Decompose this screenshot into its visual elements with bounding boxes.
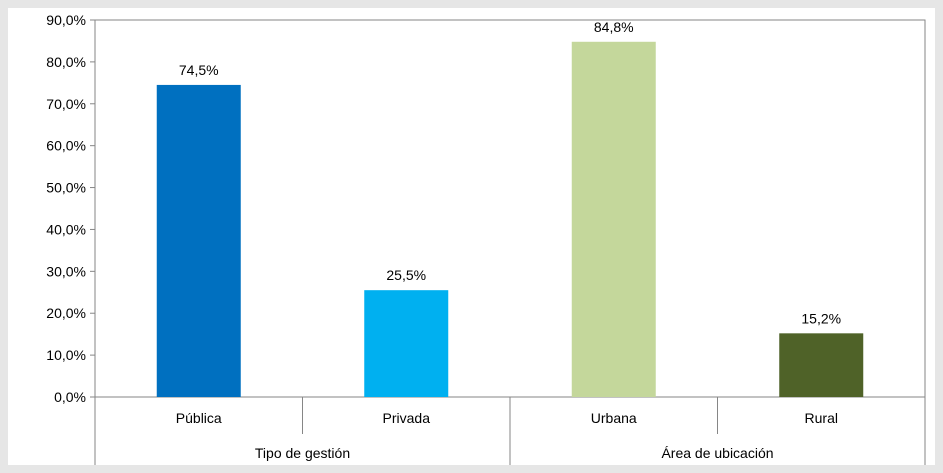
y-tick-label: 90,0% — [46, 12, 86, 28]
y-tick-label: 0,0% — [54, 389, 86, 405]
bar — [571, 41, 656, 397]
bar — [156, 84, 241, 397]
y-tick-label: 20,0% — [46, 305, 86, 321]
data-label: 74,5% — [179, 62, 219, 78]
y-tick-label: 10,0% — [46, 347, 86, 363]
category-label: Urbana — [591, 410, 637, 426]
y-tick-label: 60,0% — [46, 138, 86, 154]
y-tick-label: 40,0% — [46, 221, 86, 237]
data-label: 25,5% — [386, 267, 426, 283]
chart-frame: 0,0% 10,0% 20,0% 30,0% 40,0% 50,0% 60,0% 70,0% 8… — [8, 8, 935, 465]
y-tick-label: 70,0% — [46, 96, 86, 112]
data-label: 84,8% — [594, 19, 634, 35]
category-label: Pública — [176, 410, 222, 426]
group-label: Área de ubicación — [661, 445, 773, 461]
y-tick-label: 80,0% — [46, 54, 86, 70]
category-label: Privada — [383, 410, 431, 426]
y-tick-label: 50,0% — [46, 180, 86, 196]
data-label: 15,2% — [801, 310, 841, 326]
bar — [779, 333, 864, 397]
bar — [364, 290, 449, 397]
bar-chart: 0,0% 10,0% 20,0% 30,0% 40,0% 50,0% 60,0% 70,0% 8… — [46, 12, 926, 465]
y-tick-label: 30,0% — [46, 263, 86, 279]
group-label: Tipo de gestión — [255, 445, 350, 461]
category-label: Rural — [805, 410, 838, 426]
